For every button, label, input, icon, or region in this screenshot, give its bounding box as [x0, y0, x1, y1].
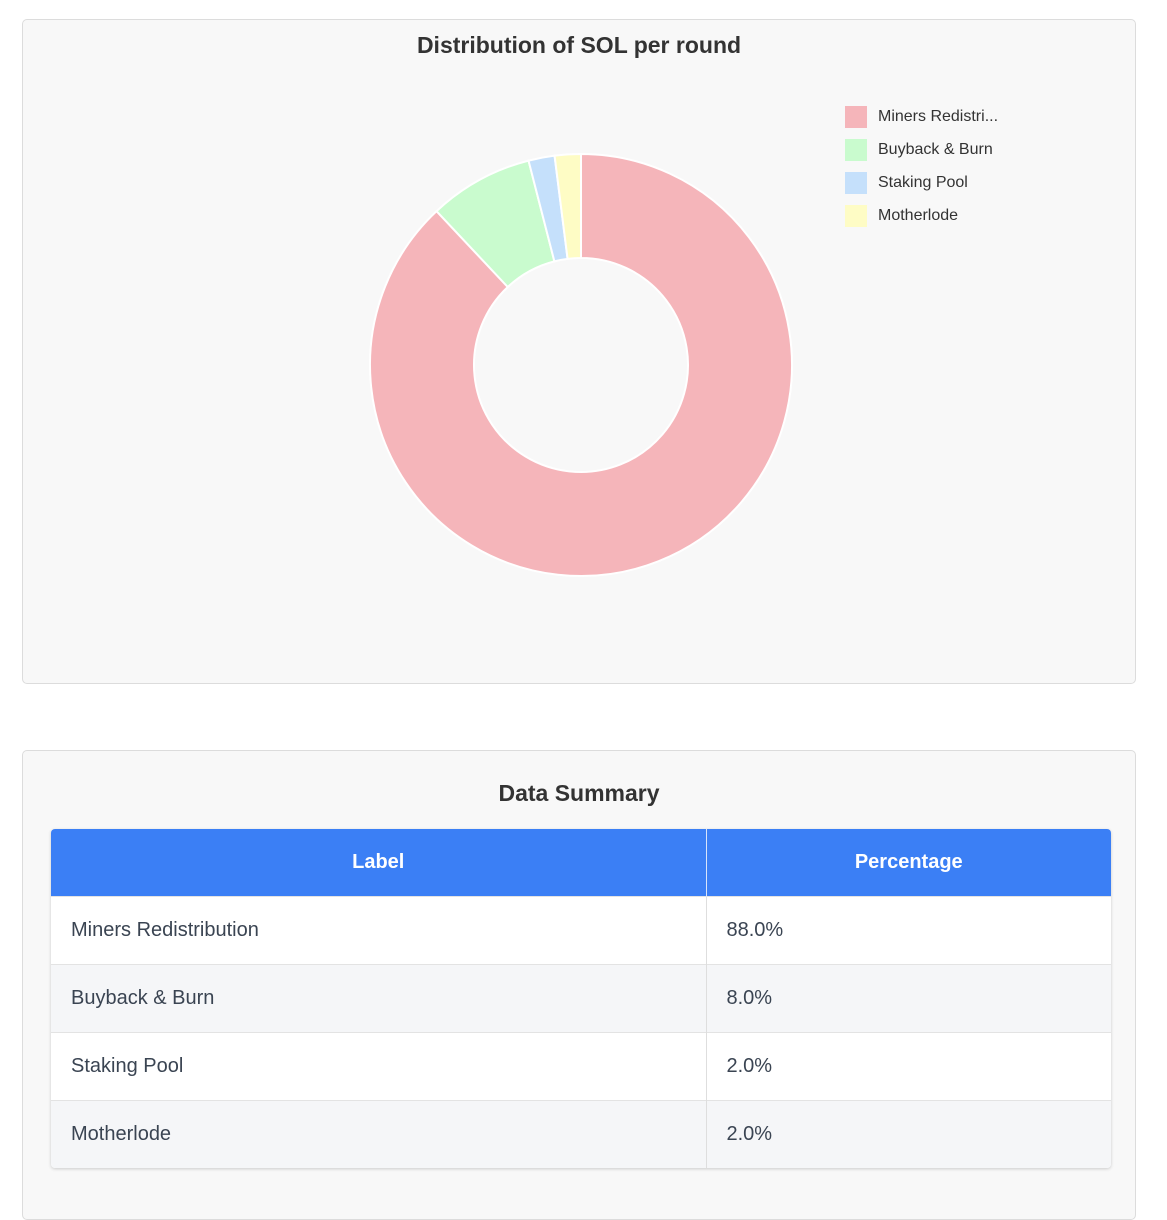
legend-label: Motherlode: [878, 206, 959, 224]
legend-item-staking[interactable]: Staking Pool: [845, 166, 998, 199]
cell-label: Buyback & Burn: [51, 964, 706, 1033]
donut-chart: [369, 152, 793, 577]
table-row: Staking Pool 2.0%: [51, 1032, 1111, 1101]
data-summary-card: Data Summary Label Percentage Miners Red…: [22, 750, 1136, 1220]
header-label: Label: [51, 829, 706, 897]
chart-card: Distribution of SOL per round Miners Red…: [22, 19, 1136, 684]
chart-legend: Miners Redistri... Buyback & Burn Stakin…: [845, 100, 998, 232]
legend-swatch: [845, 105, 867, 128]
summary-title: Data Summary: [498, 780, 660, 806]
legend-swatch: [845, 138, 867, 161]
cell-percentage: 8.0%: [705, 964, 1111, 1033]
legend-item-miners[interactable]: Miners Redistri...: [845, 100, 998, 133]
legend-label: Miners Redistri...: [878, 107, 999, 125]
legend-label: Staking Pool: [878, 173, 968, 191]
legend-item-buyback[interactable]: Buyback & Burn: [845, 133, 998, 166]
header-percentage: Percentage: [705, 829, 1111, 897]
donut-slice-motherlode[interactable]: [553, 152, 582, 260]
cell-label: Staking Pool: [51, 1032, 706, 1101]
table-row: Buyback & Burn 8.0%: [51, 964, 1111, 1033]
cell-percentage: 88.0%: [705, 896, 1111, 965]
table-row: Miners Redistribution 88.0%: [51, 896, 1111, 965]
legend-item-motherlode[interactable]: Motherlode: [845, 199, 998, 232]
table-header-row: Label Percentage: [51, 829, 1111, 897]
cell-label: Miners Redistribution: [51, 896, 706, 965]
cell-percentage: 2.0%: [705, 1032, 1111, 1101]
cell-percentage: 2.0%: [705, 1100, 1111, 1168]
chart-title: Distribution of SOL per round: [416, 32, 742, 58]
summary-table-wrapper: Label Percentage Miners Redistribution 8…: [51, 829, 1111, 1168]
cell-label: Motherlode: [51, 1100, 706, 1168]
legend-label: Buyback & Burn: [878, 140, 993, 158]
donut-slice-miners[interactable]: [369, 152, 793, 577]
legend-swatch: [845, 204, 867, 227]
summary-table: Label Percentage Miners Redistribution 8…: [51, 829, 1111, 1168]
legend-swatch: [845, 171, 867, 194]
table-row: Motherlode 2.0%: [51, 1100, 1111, 1168]
